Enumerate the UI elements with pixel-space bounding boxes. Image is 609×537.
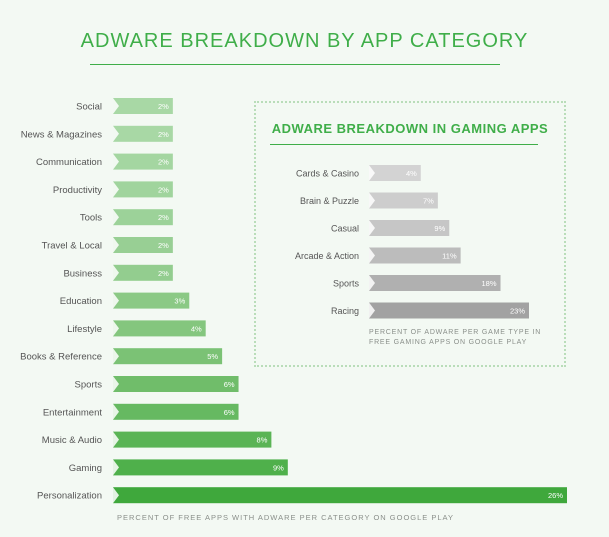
main-chart-title: ADWARE BREAKDOWN BY APP CATEGORY <box>80 30 529 52</box>
bar-notch-entertainment <box>113 403 119 420</box>
category-label-tools: Tools <box>80 213 102 224</box>
gaming-bar-chart: Cards & Casino 4% Brain & Puzzle 7% Casual 9%… <box>295 165 529 319</box>
category-label-lifestyle: Lifestyle <box>67 324 102 335</box>
category-label-entertainment: Entertainment <box>43 407 103 418</box>
main-chart-caption: PERCENT OF FREE APPS WITH ADWARE PER CAT… <box>117 513 455 522</box>
value-label-lifestyle: 4% <box>191 324 202 333</box>
value-label-racing: 23% <box>510 307 525 316</box>
bar-productivity <box>113 181 173 198</box>
bar-notch-news-and-magazines <box>113 125 119 142</box>
value-label-travel-and-local: 2% <box>158 241 169 250</box>
bar-notch-brain-and-puzzle <box>369 192 375 209</box>
bar-racing <box>369 302 529 319</box>
category-label-sports: Sports <box>75 380 103 391</box>
category-label-casual: Casual <box>331 224 359 234</box>
bar-cards-and-casino <box>369 165 421 181</box>
value-label-gaming: 9% <box>273 463 284 472</box>
inset-title-divider <box>270 144 538 145</box>
bar-notch-sports <box>369 275 375 291</box>
bar-music-and-audio <box>113 431 272 448</box>
bar-notch-social <box>113 98 119 114</box>
category-label-social: Social <box>76 102 102 113</box>
category-label-cards-and-casino: Cards & Casino <box>296 169 359 179</box>
gaming-inset-panel: ADWARE BREAKDOWN IN GAMING APPS Cards & … <box>254 101 566 367</box>
title-divider <box>90 64 500 65</box>
category-label-productivity: Productivity <box>53 185 102 196</box>
bar-notch-personalization <box>113 487 119 504</box>
bar-business <box>113 264 173 281</box>
category-label-brain-and-puzzle: Brain & Puzzle <box>300 196 359 206</box>
value-label-books-and-reference: 5% <box>207 352 218 361</box>
value-label-communication: 2% <box>158 158 169 167</box>
value-label-sports: 18% <box>482 279 497 288</box>
bar-notch-music-and-audio <box>113 431 119 448</box>
bar-notch-business <box>113 264 119 281</box>
category-label-music-and-audio: Music & Audio <box>42 435 102 446</box>
category-label-travel-and-local: Travel & Local <box>42 241 102 252</box>
value-label-education: 3% <box>174 297 185 306</box>
category-label-education: Education <box>60 296 102 307</box>
bar-notch-education <box>113 292 119 309</box>
value-label-arcade-and-action: 11% <box>442 252 457 261</box>
value-label-social: 2% <box>158 102 169 111</box>
bar-arcade-and-action <box>369 247 461 264</box>
value-label-tools: 2% <box>158 213 169 222</box>
bar-notch-cards-and-casino <box>369 165 375 181</box>
bar-casual <box>369 220 450 236</box>
bar-notch-arcade-and-action <box>369 247 375 264</box>
category-label-racing: Racing <box>331 306 359 316</box>
bar-lifestyle <box>113 320 206 337</box>
bar-sports <box>369 275 501 291</box>
value-label-sports: 6% <box>224 380 235 389</box>
bar-notch-tools <box>113 209 119 226</box>
bar-sports <box>113 376 239 392</box>
bar-notch-books-and-reference <box>113 348 119 365</box>
bar-notch-casual <box>369 220 375 236</box>
bar-notch-communication <box>113 153 119 170</box>
inset-chart-title: ADWARE BREAKDOWN IN GAMING APPS <box>271 121 549 136</box>
bar-notch-sports <box>113 376 119 392</box>
value-label-brain-and-puzzle: 7% <box>423 197 434 206</box>
value-label-business: 2% <box>158 269 169 278</box>
value-label-music-and-audio: 8% <box>257 436 268 445</box>
category-label-news-and-magazines: News & Magazines <box>21 129 103 140</box>
bar-notch-gaming <box>113 459 119 476</box>
category-label-books-and-reference: Books & Reference <box>20 352 102 363</box>
bar-travel-and-local <box>113 237 173 253</box>
bar-personalization <box>113 487 567 504</box>
bar-entertainment <box>113 403 239 420</box>
bar-notch-racing <box>369 302 375 319</box>
bar-notch-productivity <box>113 181 119 198</box>
value-label-news-and-magazines: 2% <box>158 130 169 139</box>
bar-education <box>113 292 190 309</box>
category-label-communication: Communication <box>36 157 102 168</box>
value-label-personalization: 26% <box>548 491 563 500</box>
value-label-cards-and-casino: 4% <box>406 169 417 178</box>
bar-tools <box>113 209 173 226</box>
bar-notch-travel-and-local <box>113 237 119 253</box>
value-label-entertainment: 6% <box>224 408 235 417</box>
category-label-gaming: Gaming <box>69 463 102 474</box>
bar-books-and-reference <box>113 348 223 365</box>
category-label-sports: Sports <box>333 279 360 289</box>
category-label-business: Business <box>63 268 102 279</box>
bar-social <box>113 98 173 114</box>
inset-chart-caption: PERCENT OF ADWARE PER GAME TYPE IN FREE … <box>369 329 542 346</box>
bar-communication <box>113 153 173 170</box>
value-label-casual: 9% <box>434 224 445 233</box>
bar-news-and-magazines <box>113 125 173 142</box>
category-label-personalization: Personalization <box>37 491 102 502</box>
bar-brain-and-puzzle <box>369 192 438 209</box>
bar-notch-lifestyle <box>113 320 119 337</box>
bar-gaming <box>113 459 288 476</box>
category-label-arcade-and-action: Arcade & Action <box>295 251 359 261</box>
value-label-productivity: 2% <box>158 185 169 194</box>
main-bar-chart: Social 2% News & Magazines 2% Communication 2… <box>20 98 567 504</box>
